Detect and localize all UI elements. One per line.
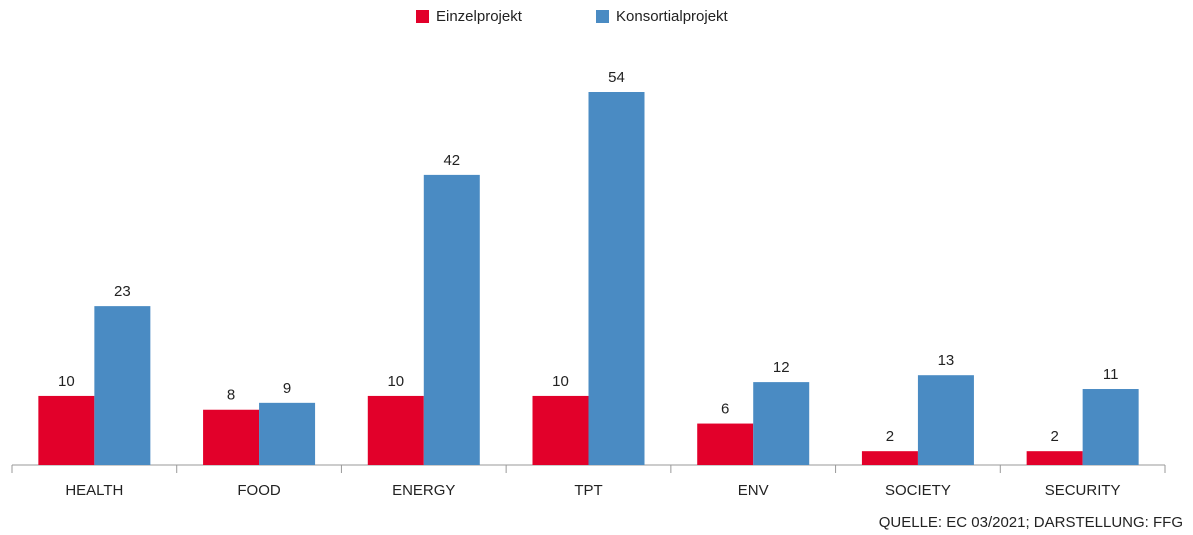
data-label: 12 xyxy=(773,359,790,376)
bar xyxy=(588,92,645,465)
data-label: 11 xyxy=(1103,366,1119,383)
data-label: 54 xyxy=(608,69,625,86)
bar xyxy=(1082,389,1139,465)
x-tick-label: TPT xyxy=(574,482,602,499)
x-tick-label: FOOD xyxy=(237,482,280,499)
bar xyxy=(203,409,260,465)
bar xyxy=(697,423,754,465)
x-tick-label: SOCIETY xyxy=(885,482,951,499)
legend-label: Einzelprojekt xyxy=(436,8,523,25)
bar xyxy=(94,306,151,465)
data-label: 10 xyxy=(552,373,569,390)
bar xyxy=(259,402,316,465)
x-tick-label: SECURITY xyxy=(1045,482,1121,499)
data-label: 10 xyxy=(58,373,75,390)
legend-swatch xyxy=(596,10,609,23)
data-label: 2 xyxy=(1050,428,1058,445)
bar xyxy=(532,395,589,465)
legend-swatch xyxy=(416,10,429,23)
bar xyxy=(38,395,95,465)
source-note: QUELLE: EC 03/2021; DARSTELLUNG: FFG xyxy=(879,514,1183,531)
x-tick-label: HEALTH xyxy=(65,482,123,499)
bar xyxy=(917,375,974,465)
bar xyxy=(1026,451,1083,465)
data-label: 6 xyxy=(721,401,729,418)
x-tick-label: ENERGY xyxy=(392,482,455,499)
data-label: 10 xyxy=(387,373,404,390)
data-label: 8 xyxy=(227,387,235,404)
bar xyxy=(367,395,424,465)
data-label: 9 xyxy=(283,380,291,397)
data-label: 23 xyxy=(114,283,131,300)
bar xyxy=(861,451,918,465)
bar xyxy=(753,382,810,465)
data-label: 2 xyxy=(886,428,894,445)
data-label: 42 xyxy=(443,152,460,169)
bar xyxy=(423,174,480,465)
legend-label: Konsortialprojekt xyxy=(616,8,729,25)
x-tick-label: ENV xyxy=(738,482,769,499)
data-label: 13 xyxy=(938,352,955,369)
